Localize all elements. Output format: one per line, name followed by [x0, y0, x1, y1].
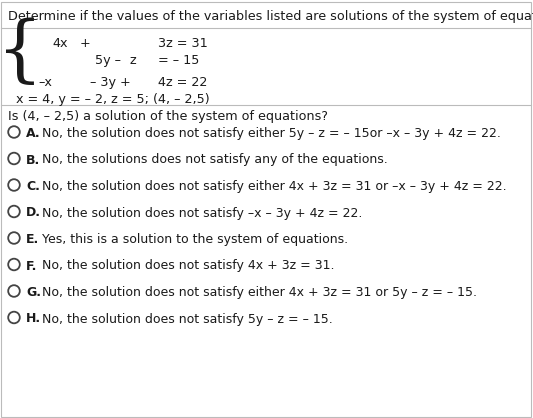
- Text: 3z = 31: 3z = 31: [158, 37, 208, 50]
- Circle shape: [8, 206, 20, 217]
- Text: Yes, this is a solution to the system of equations.: Yes, this is a solution to the system of…: [42, 233, 348, 246]
- Text: z: z: [130, 54, 136, 67]
- Text: No, the solution does not satisfy 4x + 3z = 31.: No, the solution does not satisfy 4x + 3…: [42, 260, 335, 273]
- Text: C.: C.: [26, 180, 40, 193]
- Circle shape: [8, 259, 20, 270]
- Text: No, the solution does not satisfy –x – 3y + 4z = 22.: No, the solution does not satisfy –x – 3…: [42, 206, 362, 219]
- Text: +: +: [80, 37, 91, 50]
- Text: Determine if the values of the variables listed are solutions of the system of e: Determine if the values of the variables…: [8, 10, 533, 23]
- Circle shape: [8, 312, 20, 323]
- Text: = – 15: = – 15: [158, 54, 199, 67]
- Text: 4x: 4x: [52, 37, 68, 50]
- Text: {: {: [0, 18, 43, 88]
- Text: No, the solutions does not satisfy any of the equations.: No, the solutions does not satisfy any o…: [42, 153, 387, 166]
- Circle shape: [8, 153, 20, 164]
- Text: No, the solution does not satisfy 5y – z = – 15.: No, the solution does not satisfy 5y – z…: [42, 313, 333, 326]
- Text: H.: H.: [26, 313, 41, 326]
- Text: –x: –x: [38, 76, 52, 89]
- Circle shape: [8, 126, 20, 138]
- Circle shape: [8, 285, 20, 297]
- Text: No, the solution does not satisfy either 4x + 3z = 31 or 5y – z = – 15.: No, the solution does not satisfy either…: [42, 286, 477, 299]
- Text: 5y –: 5y –: [95, 54, 121, 67]
- Text: Is (4, – 2,5) a solution of the system of equations?: Is (4, – 2,5) a solution of the system o…: [8, 110, 328, 123]
- Text: – 3y +: – 3y +: [90, 76, 131, 89]
- Circle shape: [8, 232, 20, 244]
- Text: E.: E.: [26, 233, 39, 246]
- Circle shape: [8, 179, 20, 191]
- Text: B.: B.: [26, 153, 41, 166]
- Text: D.: D.: [26, 206, 41, 219]
- Text: G.: G.: [26, 286, 41, 299]
- Text: No, the solution does not satisfy either 4x + 3z = 31 or –x – 3y + 4z = 22.: No, the solution does not satisfy either…: [42, 180, 507, 193]
- Text: F.: F.: [26, 260, 37, 273]
- Text: x = 4, y = – 2, z = 5; (4, – 2,5): x = 4, y = – 2, z = 5; (4, – 2,5): [16, 93, 209, 106]
- Text: 4z = 22: 4z = 22: [158, 76, 207, 89]
- Text: A.: A.: [26, 127, 41, 140]
- Text: No, the solution does not satisfy either 5y – z = – 15or –x – 3y + 4z = 22.: No, the solution does not satisfy either…: [42, 127, 501, 140]
